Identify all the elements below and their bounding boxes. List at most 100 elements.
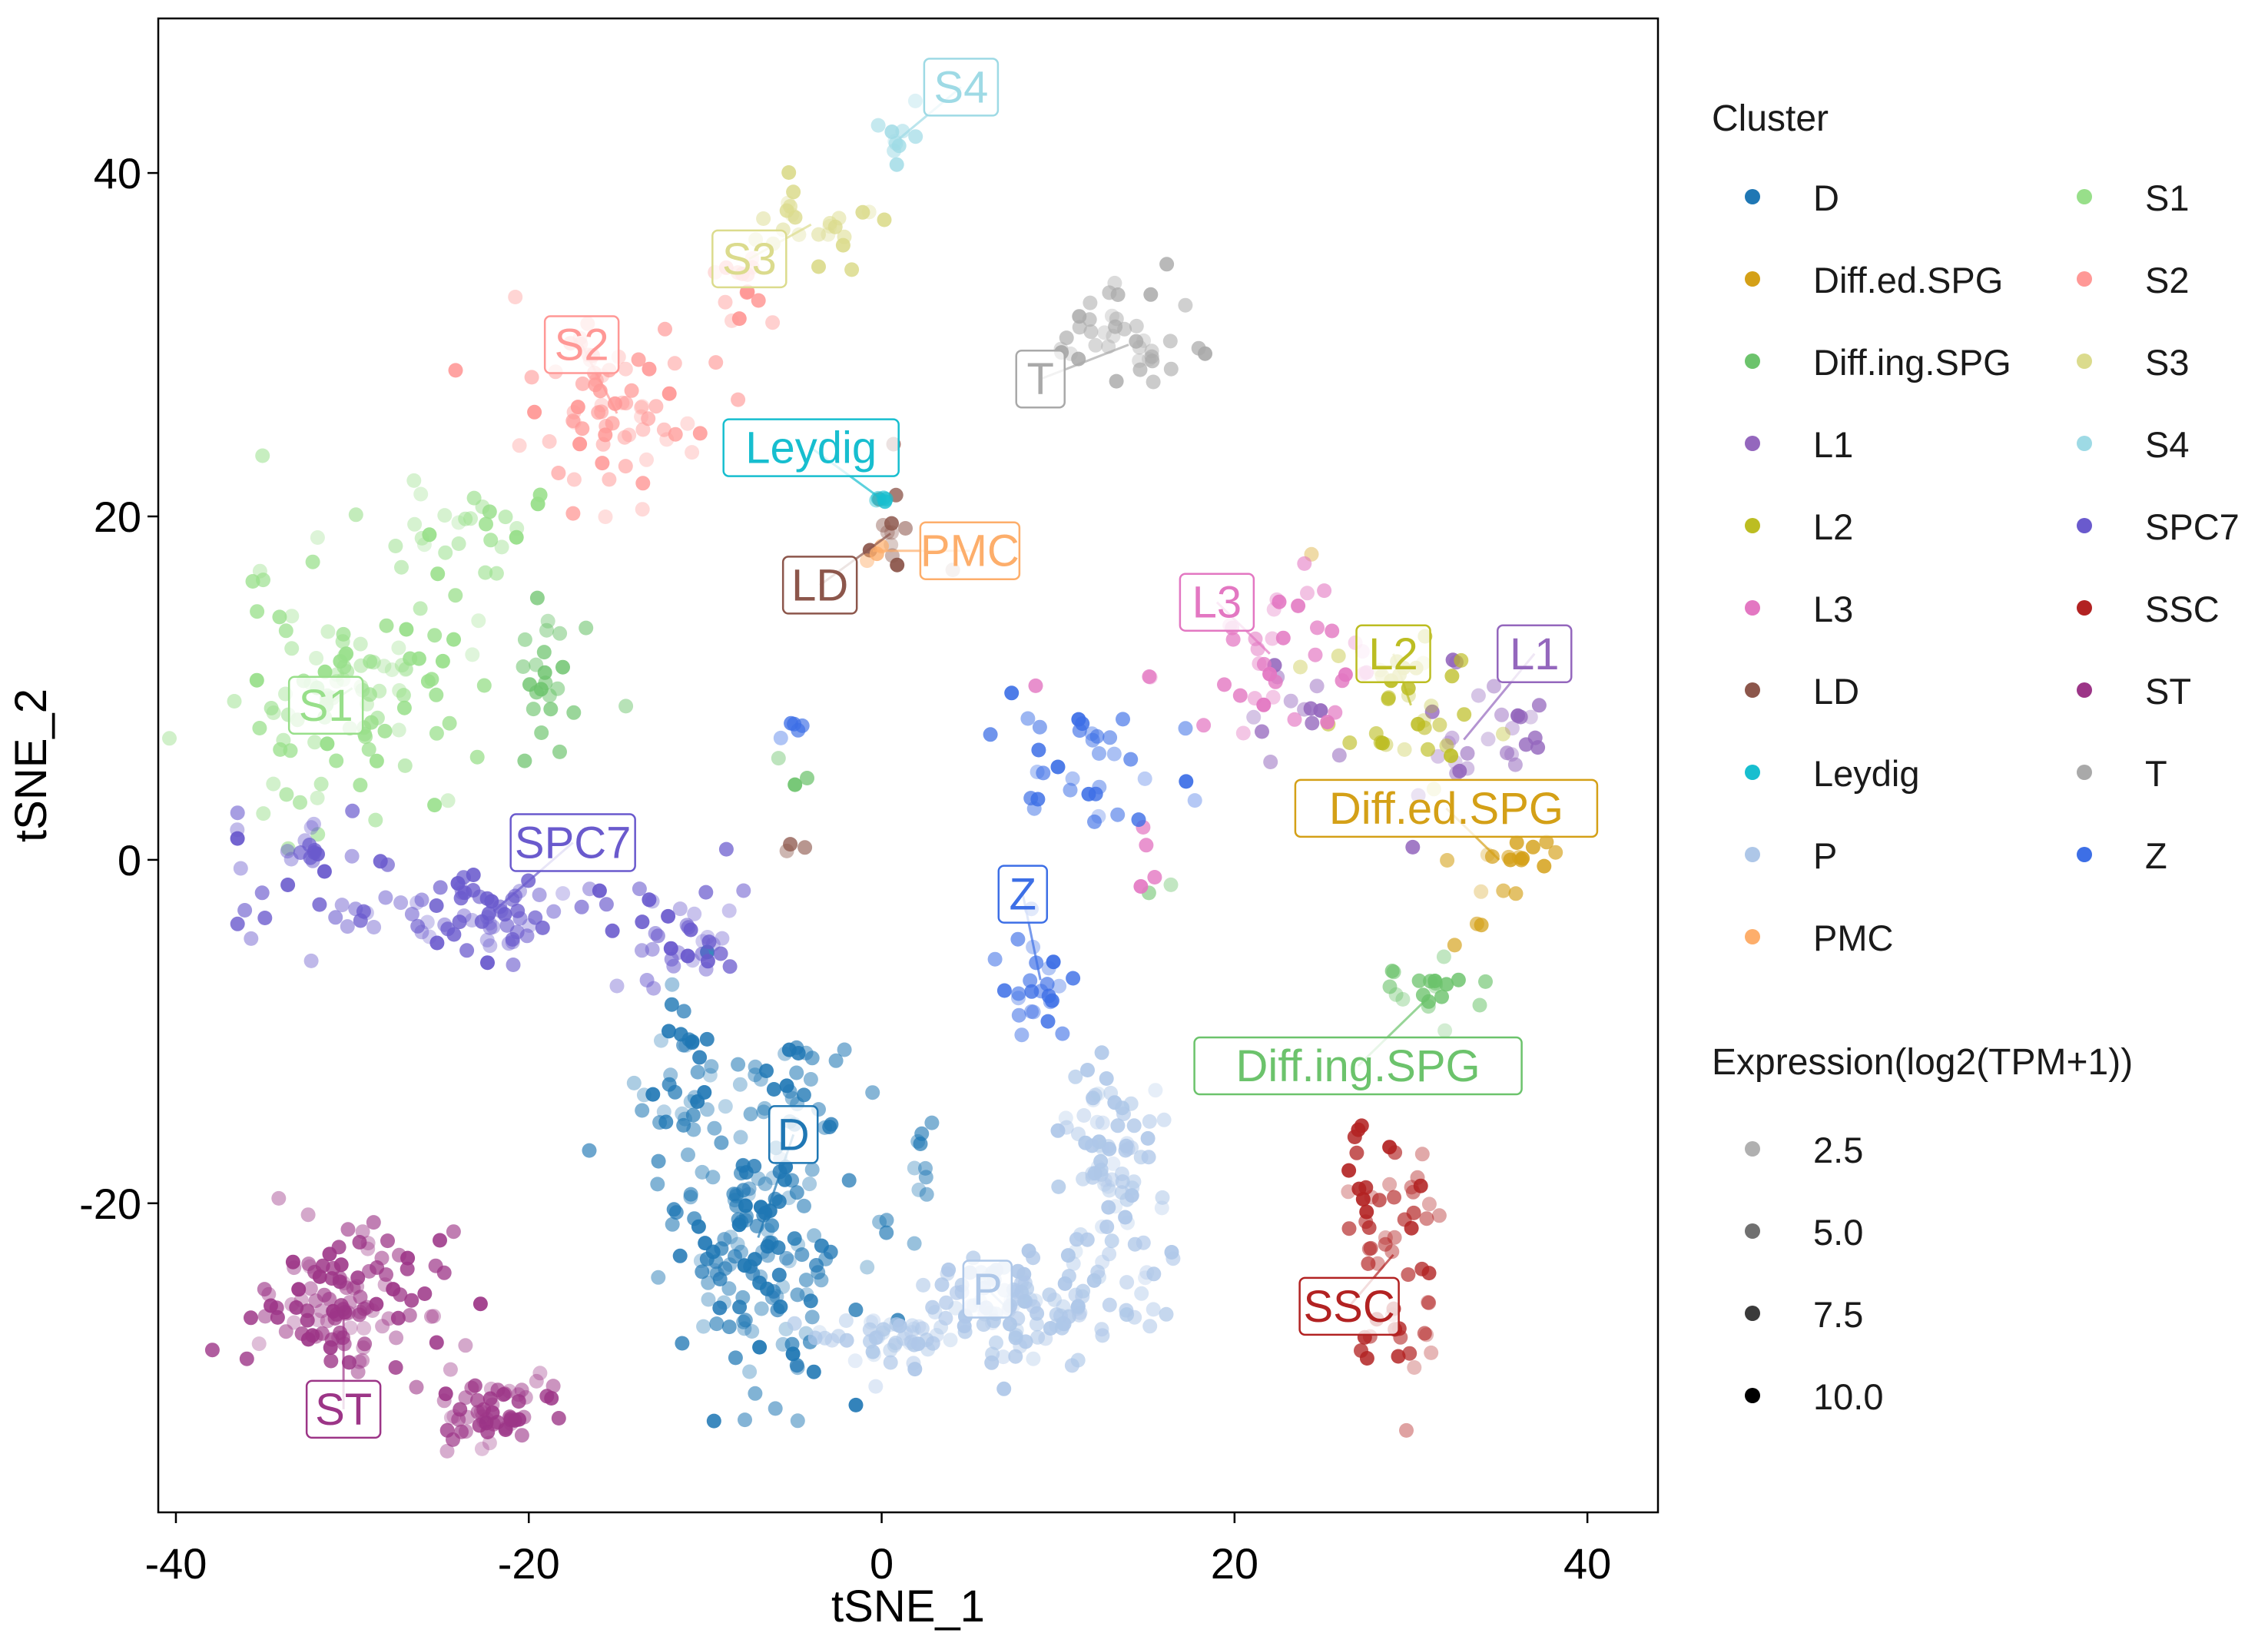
data-point-diff-ing-spg [788, 777, 803, 792]
label-box [768, 1105, 819, 1164]
cluster-labels-layer: D Diff.ed.SPG Diff.ing.SPG L1 L2 L3 LD Leydig P P… [287, 58, 1599, 1439]
data-point-p [883, 1355, 898, 1370]
data-point-s1 [413, 601, 428, 616]
data-point-t [1143, 287, 1159, 302]
data-point-st [393, 1287, 408, 1303]
data-point-s1 [398, 662, 413, 677]
data-point-spc7 [230, 822, 245, 838]
legend-label: D [1813, 178, 1839, 218]
x-tick-label: -20 [498, 1539, 560, 1588]
data-point-s2 [624, 383, 639, 398]
data-point-l3 [1217, 677, 1232, 692]
data-point-spc7 [722, 959, 738, 974]
data-point-st [285, 1254, 300, 1270]
data-point-ssc [1351, 1122, 1366, 1137]
data-point-st [443, 1410, 459, 1426]
label-text: LD [791, 560, 848, 610]
data-point-diff-ing-spg [555, 659, 570, 675]
data-point-diff-ed-spg [1514, 852, 1529, 868]
label-text: Diff.ing.SPG [1236, 1041, 1480, 1091]
data-point-st [239, 1351, 254, 1366]
data-point-s2 [618, 459, 633, 474]
data-point-l3 [1287, 712, 1302, 727]
data-point-st [529, 1373, 544, 1389]
cluster-label-z: Z [997, 865, 1049, 981]
data-point-l1 [1309, 679, 1325, 694]
data-point-p [1094, 1045, 1109, 1060]
legend-item-s3: S3 [2077, 342, 2190, 383]
data-point-st [490, 1382, 506, 1398]
legend-key [1745, 353, 1760, 369]
legend-key [1745, 600, 1760, 616]
data-point-d [752, 1339, 768, 1355]
data-point-ssc [1407, 1360, 1422, 1375]
label-box [923, 58, 1000, 117]
data-point-d [910, 1133, 926, 1149]
data-point-z [1065, 771, 1080, 786]
data-point-d [860, 1260, 875, 1275]
data-point-s1 [471, 613, 486, 629]
data-point-spc7 [482, 938, 498, 954]
data-point-l3 [1142, 669, 1157, 684]
data-point-st [270, 1309, 285, 1325]
label-box [1179, 573, 1255, 632]
data-point-s1 [369, 753, 384, 768]
legend-item-st: ST [2077, 671, 2191, 712]
data-point-p [1086, 1090, 1101, 1106]
data-point-st [350, 1364, 366, 1379]
data-point-s1 [320, 624, 336, 639]
data-point-d [766, 1082, 781, 1097]
data-point-p [1099, 1071, 1114, 1086]
legend-expression-item: 2.5 [1745, 1130, 1863, 1170]
data-point-l3 [1142, 669, 1158, 685]
legend-item-d: D [1745, 178, 1839, 218]
data-point-z [1179, 774, 1194, 789]
legend-key [1745, 518, 1760, 533]
data-point-s1 [498, 509, 513, 525]
data-point-st [404, 1293, 419, 1308]
data-point-diff-ed-spg [1539, 835, 1554, 850]
data-point-d [712, 1272, 728, 1286]
data-point-p [1119, 1136, 1135, 1151]
data-point-l1 [1331, 748, 1347, 763]
data-point-s1 [363, 715, 379, 730]
data-point-s1 [252, 563, 267, 579]
data-point-s1 [466, 490, 482, 506]
data-point-s3 [779, 203, 794, 218]
cluster-label-t: T [1015, 344, 1129, 409]
data-point-l3 [1256, 656, 1272, 672]
data-point-z [1178, 721, 1193, 736]
data-point-spc7 [340, 919, 355, 934]
legend-key [2077, 271, 2092, 287]
data-point-diff-ing-spg [542, 688, 557, 703]
label-box [711, 229, 788, 289]
data-point-z [1084, 726, 1099, 742]
data-point-l2 [1417, 720, 1432, 735]
data-point-s1 [465, 647, 480, 662]
data-point-spc7 [459, 943, 475, 958]
data-point-st [532, 1366, 548, 1381]
data-point-l2 [1381, 691, 1396, 706]
data-point-l3 [1272, 594, 1287, 609]
data-point-p [916, 1277, 931, 1293]
data-point-diff-ing-spg [1439, 977, 1454, 992]
legend-label: SSC [2145, 589, 2220, 629]
data-point-ssc [1387, 1190, 1401, 1205]
data-point-spc7 [486, 919, 501, 934]
data-point-z [1020, 711, 1036, 726]
data-point-d [879, 1213, 894, 1228]
data-point-l1 [1471, 688, 1486, 703]
data-point-s3 [855, 204, 870, 220]
data-point-st [443, 1362, 458, 1377]
data-point-s1 [396, 700, 412, 715]
data-point-s1 [442, 715, 457, 731]
legend-label: T [2145, 753, 2167, 794]
data-point-s2 [731, 392, 746, 407]
data-point-st [352, 1354, 367, 1369]
legend-key [2077, 600, 2092, 616]
data-point-t [1072, 320, 1087, 335]
data-point-s3 [822, 216, 837, 231]
legend-label: Diff.ing.SPG [1813, 342, 2011, 383]
data-point-ld [783, 837, 798, 852]
data-point-ld [797, 840, 813, 855]
